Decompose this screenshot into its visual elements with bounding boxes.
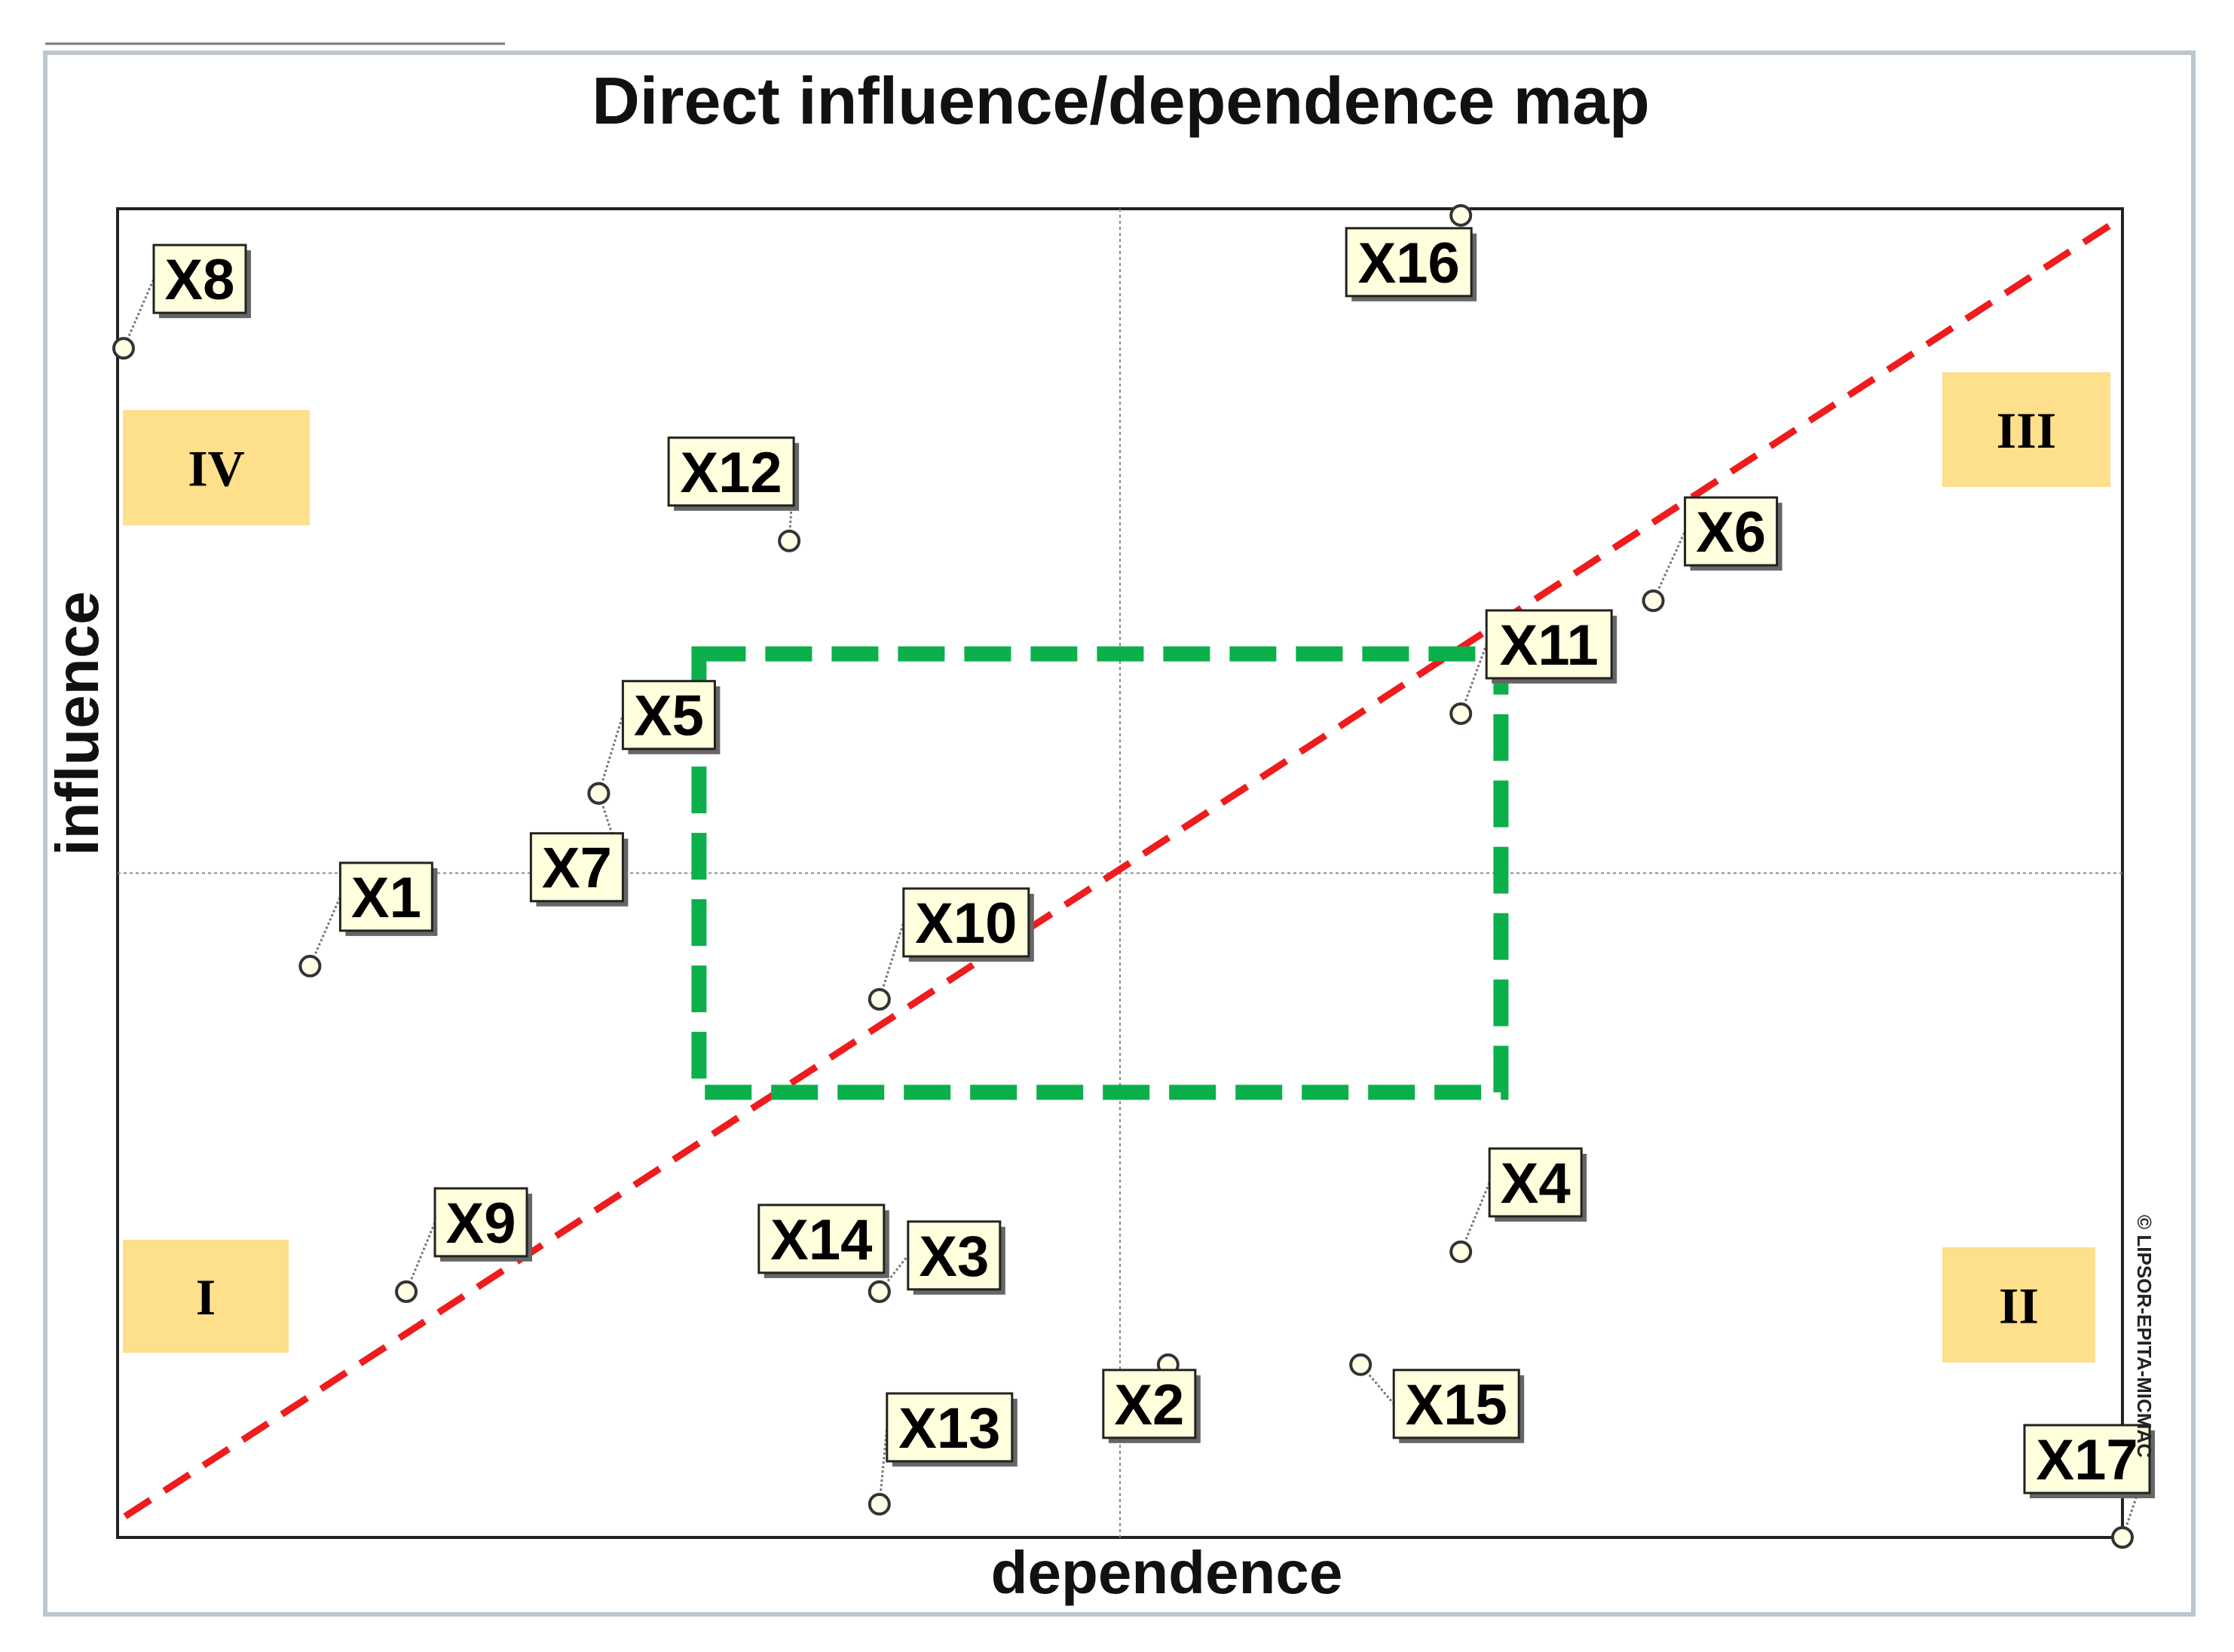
point-label-X8: X8 <box>164 248 234 312</box>
point-marker-X13 <box>870 1494 889 1514</box>
quadrant-label-II: II <box>1999 1277 2039 1335</box>
point-marker-X9 <box>396 1282 416 1302</box>
point-label-X17: X17 <box>2036 1428 2138 1492</box>
quadrant-label-IV: IV <box>188 440 245 497</box>
point-marker-X6 <box>1644 591 1663 610</box>
point-label-X6: X6 <box>1696 500 1766 564</box>
point-marker-X16 <box>1451 206 1470 225</box>
point-marker-X1 <box>300 956 320 976</box>
point-marker-X15 <box>1351 1355 1370 1375</box>
point-label-X16: X16 <box>1358 231 1460 295</box>
point-label-X1: X1 <box>351 866 421 930</box>
y-axis-label: influence <box>44 591 111 855</box>
point-label-X9: X9 <box>446 1192 516 1256</box>
point-marker-X14 <box>870 1282 889 1302</box>
point-label-X2: X2 <box>1114 1373 1184 1437</box>
quadrant-label-III: III <box>1997 402 2056 459</box>
point-marker-X4 <box>1451 1242 1470 1262</box>
chart-title: Direct influence/dependence map <box>592 63 1650 138</box>
point-marker-X7 <box>589 784 608 803</box>
quadrant-label-I: I <box>196 1268 216 1326</box>
point-label-X10: X10 <box>915 892 1017 956</box>
point-label-X4: X4 <box>1501 1152 1571 1216</box>
point-label-X13: X13 <box>898 1397 1000 1461</box>
point-label-X12: X12 <box>680 441 782 505</box>
point-label-X7: X7 <box>542 837 612 901</box>
point-label-X11: X11 <box>1500 613 1599 678</box>
point-label-X14: X14 <box>770 1208 872 1272</box>
copyright-note: © LIPSOR-EPITA-MICMAC <box>2133 1215 2156 1458</box>
point-marker-X11 <box>1451 704 1470 724</box>
x-axis-label: dependence <box>991 1539 1343 1606</box>
point-marker-X17 <box>2113 1528 2132 1547</box>
point-marker-X12 <box>779 531 799 551</box>
point-label-X3: X3 <box>919 1225 989 1289</box>
point-label-X5: X5 <box>634 684 704 748</box>
point-label-X15: X15 <box>1406 1373 1507 1437</box>
point-marker-X8 <box>114 338 133 358</box>
point-marker-X10 <box>870 990 889 1009</box>
